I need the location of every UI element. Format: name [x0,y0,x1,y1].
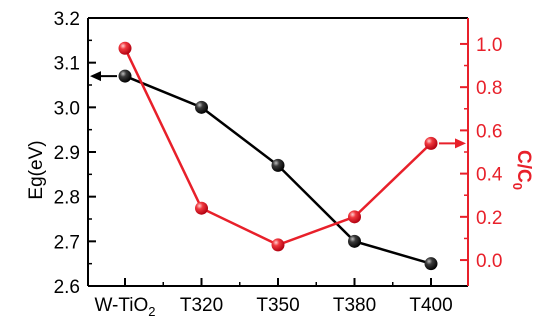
right-axis-title-sub: 0 [510,183,525,190]
series-1-point [271,158,285,172]
right-arrow-head [455,138,466,149]
series-1-point [424,257,438,271]
x-tick-label: T350 [256,295,299,316]
series-layer [118,41,438,271]
right-tick-label: 1.0 [476,35,502,56]
series-1-point [118,69,132,83]
series-2-point [118,41,132,55]
x-tick-label: T320 [180,295,223,316]
series-2-point [348,210,361,224]
series-1-point [348,234,361,248]
left-tick-label: 2.6 [54,277,80,298]
x-axis-ticks: W-TiO2 T320 T350 T380 T400 [94,278,453,319]
series-2-line [123,47,432,247]
series-2-point [271,238,285,252]
x-tick-label: T400 [409,295,452,316]
left-tick-label: 2.9 [54,143,80,164]
left-axis-ticks: 2.6 2.7 2.8 2.9 3.0 3.1 3.2 [54,9,96,298]
right-axis-title-main: C/C [513,150,534,183]
right-axis-ticks: 0.0 0.2 0.4 0.6 0.8 1.0 [460,35,503,272]
left-arrow-head [90,71,101,82]
right-tick-label: 0.2 [476,208,502,229]
left-axis-title: Eg(eV) [26,140,47,199]
axis-arrows [90,71,466,149]
left-tick-label: 2.8 [54,188,80,209]
left-tick-label: 3.0 [54,98,80,119]
right-tick-label: 0.6 [476,121,502,142]
series-1-point [195,100,208,114]
left-tick-label: 3.2 [54,9,80,30]
right-axis-title: C/C0 [510,150,534,190]
x-tick-label: T380 [333,295,376,316]
left-tick-label: 3.1 [54,54,80,75]
series-2-point [424,136,438,150]
right-tick-label: 0.0 [476,251,502,272]
right-tick-label: 0.8 [476,78,502,99]
x-tick-label: W-TiO2 [94,295,155,319]
left-tick-label: 2.7 [54,232,80,253]
right-tick-label: 0.4 [476,165,503,186]
x-tick-label-subscript: 2 [148,304,155,319]
series-2-point [195,201,208,215]
